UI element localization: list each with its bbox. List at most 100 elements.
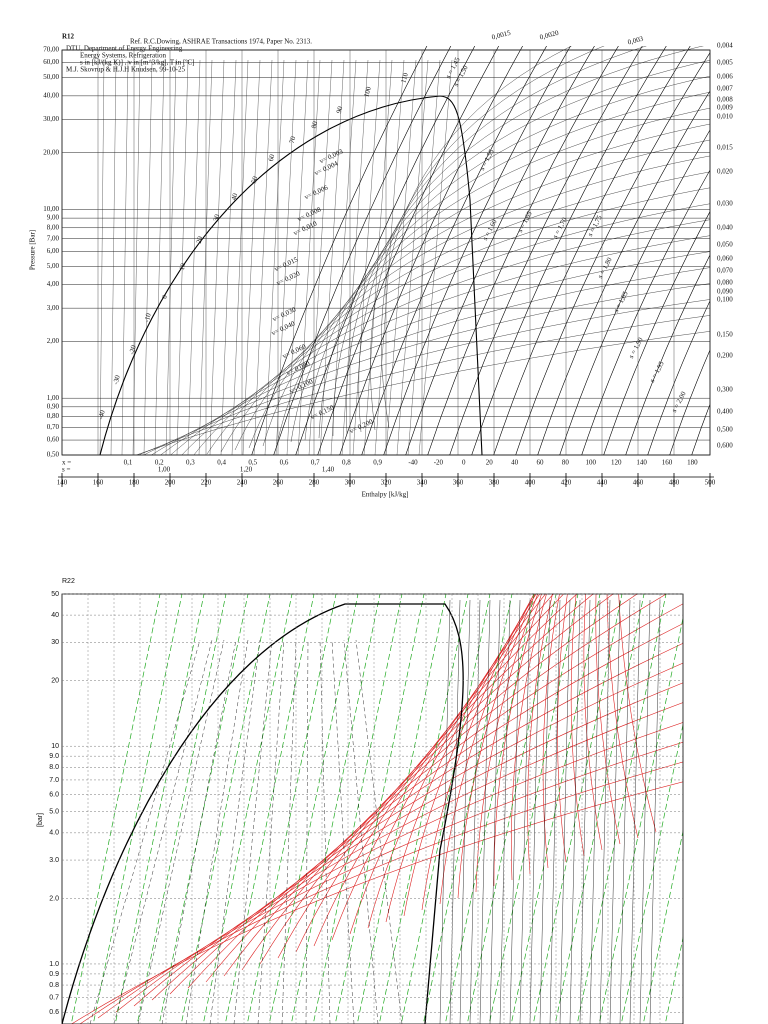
top-volume-label: 0,0015 xyxy=(491,29,512,42)
isotherm-label: 40 xyxy=(230,192,240,201)
isochore xyxy=(295,594,594,953)
x-tick-label: 280 xyxy=(309,479,320,487)
y-tick-label: 20,00 xyxy=(43,148,59,156)
isotherm-label: -20 xyxy=(128,344,138,356)
volume-label: 0,010 xyxy=(717,113,733,121)
isentrope xyxy=(334,594,425,1024)
isochore xyxy=(71,781,683,1024)
isentrope xyxy=(92,594,183,1024)
isentrope xyxy=(598,616,683,1024)
isochore xyxy=(570,594,585,857)
y-tick-label: 5.0 xyxy=(49,809,59,816)
isochore xyxy=(358,46,647,433)
volume-label: 0,100 xyxy=(717,296,733,304)
isentrope xyxy=(471,46,667,455)
isotherm xyxy=(374,59,405,455)
isentrope xyxy=(449,46,643,455)
isotherm xyxy=(539,599,551,1024)
isentrope xyxy=(625,254,710,455)
isochore xyxy=(595,594,621,845)
isochore xyxy=(527,594,553,875)
isochore xyxy=(457,594,536,899)
isotherm xyxy=(407,59,441,455)
x-tick-label: 480 xyxy=(669,479,680,487)
info-line: s in [kJ/(kg K)] , v in [m^3/kg], T in [… xyxy=(80,59,194,67)
y-tick-label: 30 xyxy=(51,639,59,646)
isochore xyxy=(606,594,639,839)
isochore xyxy=(181,235,710,455)
y-tick-label: 4.0 xyxy=(49,830,59,837)
isentrope xyxy=(383,46,571,455)
isentrope xyxy=(734,40,768,460)
quality-line xyxy=(233,639,273,1024)
isotherm-label: 10 xyxy=(178,262,188,271)
y-tick-label: 60,00 xyxy=(43,58,59,66)
isochore xyxy=(205,623,683,983)
y-tick-label: 0,80 xyxy=(47,412,60,420)
isotherm xyxy=(231,59,249,455)
y-tick-label: 40,00 xyxy=(43,91,59,99)
isotherm xyxy=(110,59,117,455)
quality-line xyxy=(185,639,249,1024)
temperature-value: 140 xyxy=(636,459,647,467)
isotherm-label: 60 xyxy=(267,153,277,162)
temperature-value: 180 xyxy=(687,459,698,467)
y-tick-label: 0,70 xyxy=(47,423,60,431)
x-tick-label: 320 xyxy=(381,479,392,487)
volume-label: 0,020 xyxy=(717,168,733,176)
y-tick-label: 30,00 xyxy=(43,115,59,123)
isentrope xyxy=(246,594,337,1024)
isotherm xyxy=(319,59,345,455)
y-tick-label: 8,00 xyxy=(47,223,60,231)
isotherm-label: 80 xyxy=(310,120,320,129)
isotherm-label: -40 xyxy=(97,409,107,421)
y-tick-label: 1.0 xyxy=(49,961,59,968)
isochore xyxy=(150,283,710,455)
isochore xyxy=(137,315,710,455)
volume-label: 0,500 xyxy=(717,426,733,434)
quality-value: 0,2 xyxy=(155,459,164,467)
isentrope-label: s = 1,90 xyxy=(627,336,645,360)
isotherm-label: 20 xyxy=(195,235,205,244)
x-tick-label: 460 xyxy=(633,479,644,487)
y-tick-label: 50,00 xyxy=(43,73,59,81)
isochore-label: v= 0,006 xyxy=(303,183,329,201)
isotherm xyxy=(99,59,105,455)
isotherm xyxy=(297,59,321,455)
isentrope xyxy=(510,594,601,1024)
isotherm xyxy=(275,59,297,455)
isotherm xyxy=(187,59,201,455)
isentrope xyxy=(202,594,293,1024)
isochore xyxy=(439,594,535,905)
isotherm xyxy=(209,59,225,455)
x-tick-label: 300 xyxy=(345,479,356,487)
isentrope xyxy=(444,594,535,1024)
isochore xyxy=(346,46,704,435)
x-tick-label: 500 xyxy=(705,479,716,487)
isentrope xyxy=(290,594,381,1024)
y-tick-label: 10 xyxy=(51,743,59,750)
isotherm xyxy=(154,59,165,455)
isentrope xyxy=(378,594,469,1024)
y-tick-label: 40 xyxy=(51,612,59,619)
isotherm-label: 90 xyxy=(335,105,345,114)
x-tick-label: 400 xyxy=(525,479,536,487)
isentrope xyxy=(268,594,359,1024)
isochore xyxy=(304,91,710,441)
volume-label: 0,005 xyxy=(717,59,733,67)
volume-label: 0,006 xyxy=(717,73,733,81)
isotherm xyxy=(308,59,333,455)
isochore xyxy=(143,299,710,455)
temperature-value: 60 xyxy=(537,459,545,467)
volume-label: 0,060 xyxy=(717,255,733,263)
isochore xyxy=(115,722,683,1013)
isentrope xyxy=(669,349,710,455)
isentrope xyxy=(488,594,579,1024)
saturation-dome xyxy=(62,603,464,1024)
y-tick-label: 6.0 xyxy=(49,791,59,798)
isotherm xyxy=(341,59,369,455)
quality-line xyxy=(161,639,237,1024)
isochore xyxy=(187,642,683,989)
quality-value: 0,4 xyxy=(217,459,226,467)
isochore xyxy=(97,741,683,1019)
